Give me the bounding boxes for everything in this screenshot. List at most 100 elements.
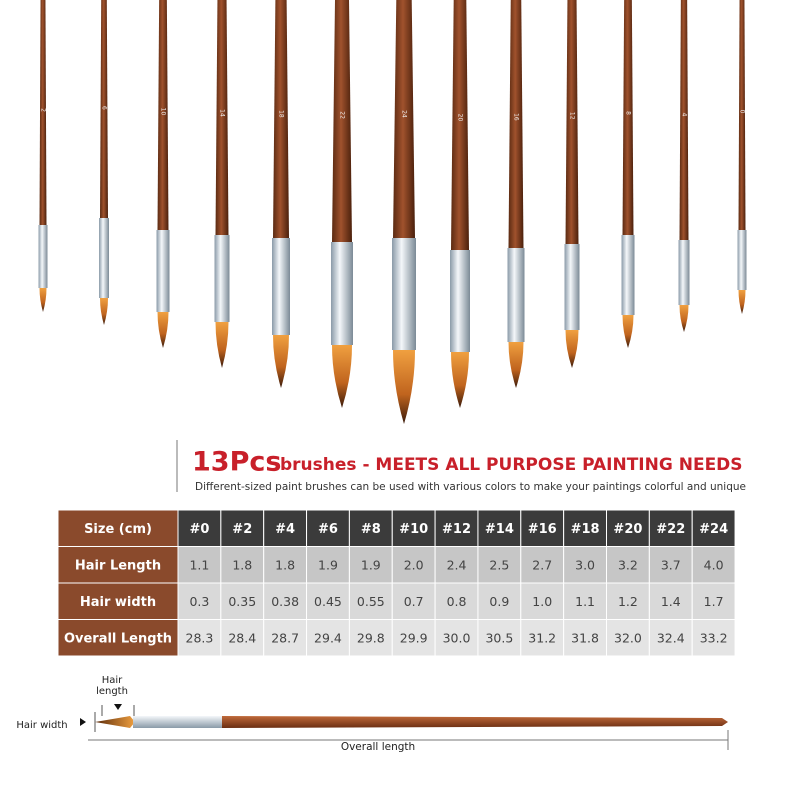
cell-value: 1.7: [704, 594, 724, 609]
column-header: #12: [442, 522, 471, 537]
hair: [95, 716, 135, 728]
brush-size-label: 6: [101, 106, 108, 110]
cell-value: 29.4: [314, 630, 342, 645]
brush-hair: [508, 342, 524, 388]
cell-value: 1.2: [618, 594, 638, 609]
brush-handle: [679, 0, 689, 240]
brush-ferrule: [156, 230, 170, 312]
cell: [648, 582, 693, 620]
brush-ferrule: [99, 218, 109, 298]
column-header: #2: [232, 522, 252, 537]
cell-value: 0.38: [271, 594, 299, 609]
cell: [691, 619, 736, 657]
cell: [520, 619, 565, 657]
brush-hair: [565, 330, 579, 368]
cell-value: 30.0: [443, 630, 471, 645]
cell: [306, 546, 350, 584]
cell: [434, 619, 479, 657]
cell-value: 0.7: [404, 594, 424, 609]
brush-size-label: 12: [569, 112, 576, 120]
cell-value: 0.35: [228, 594, 256, 609]
brush-handle: [332, 0, 352, 242]
cell: [177, 582, 222, 620]
cell-value: 0.3: [189, 594, 209, 609]
cell-value: 3.7: [661, 557, 681, 572]
brush-set: 2 6 10 14 18 22 24 20 16 12 8 4 0: [38, 0, 747, 424]
cell-value: 33.2: [700, 630, 728, 645]
cell-value: 1.8: [232, 557, 252, 572]
size-table: Size (cm) #0 #2 #4 #6 #8 #10 #12 #14 #16 #18 #20 #22…: [57, 509, 736, 657]
cell: [391, 582, 436, 620]
cell-value: 29.8: [357, 630, 385, 645]
subtitle: Different-sized paint brushes can be use…: [195, 481, 746, 493]
cell: [648, 546, 693, 584]
cell: [563, 619, 608, 657]
cell: [177, 546, 222, 584]
brush-size-label: 8: [625, 111, 632, 115]
cell-value: 28.4: [228, 630, 256, 645]
brush-ferrule: [737, 230, 747, 290]
cell-value: 0.55: [357, 594, 385, 609]
brush-ferrule: [564, 244, 580, 330]
brush-size-label: 24: [401, 110, 408, 118]
cell: [434, 582, 479, 620]
cell-value: 3.2: [618, 557, 638, 572]
overall-length-label: Overall length: [341, 741, 415, 753]
column-header: #22: [656, 522, 685, 537]
cell-value: 2.4: [447, 557, 467, 572]
cell: [691, 582, 736, 620]
column-header: #10: [399, 522, 428, 537]
header-cell: [391, 509, 436, 547]
column-header: #0: [189, 522, 209, 537]
brush-handle: [100, 0, 108, 218]
brush-handle: [157, 0, 169, 230]
cell: [606, 546, 650, 584]
cell: [306, 619, 350, 657]
hair-width-label: Hair width: [16, 720, 67, 731]
cell: [348, 546, 393, 584]
cell-value: 2.5: [489, 557, 509, 572]
cell-value: 32.0: [614, 630, 642, 645]
brush-handle: [451, 0, 469, 250]
arrow: [80, 718, 86, 726]
column-header: #20: [613, 522, 642, 537]
cell: [177, 619, 222, 657]
cell-value: 1.9: [318, 557, 338, 572]
brush-handle: [273, 0, 289, 238]
hair-length-label: Hair length: [96, 675, 128, 697]
arrow: [114, 704, 122, 710]
row-label: Hair Length: [75, 558, 161, 573]
cell: [220, 546, 265, 584]
row-label-cell: [57, 546, 179, 584]
brush-size-label: 16: [513, 113, 520, 121]
brush-size-label: 4: [681, 113, 688, 117]
brush-handle: [215, 0, 229, 235]
cell-value: 30.5: [485, 630, 513, 645]
title: brushes - MEETS ALL PURPOSE PAINTING NEE…: [280, 455, 743, 475]
cell: [391, 546, 436, 584]
row-label: Overall Length: [64, 631, 172, 646]
column-header: #24: [699, 522, 728, 537]
brush-ferrule: [331, 242, 353, 345]
brush-size-label: 14: [219, 109, 226, 117]
cell: [648, 619, 693, 657]
cell: [606, 619, 650, 657]
brush-hair: [273, 335, 289, 388]
brush-hair: [39, 288, 47, 312]
cell-value: 1.1: [575, 594, 595, 609]
brush-hair: [215, 322, 229, 368]
brush-hair: [622, 315, 634, 348]
column-header: #14: [485, 522, 514, 537]
brush-handle: [39, 0, 47, 225]
cell: [434, 546, 479, 584]
header-cell: [306, 509, 350, 547]
cell: [263, 619, 308, 657]
cell-value: 1.0: [532, 594, 552, 609]
brush-ferrule: [214, 235, 230, 322]
brush-hair: [393, 350, 415, 424]
brush-size-label: 0: [739, 110, 746, 114]
brush-ferrule: [678, 240, 690, 305]
brush-ferrule: [272, 238, 290, 335]
header-cell: [477, 509, 522, 547]
